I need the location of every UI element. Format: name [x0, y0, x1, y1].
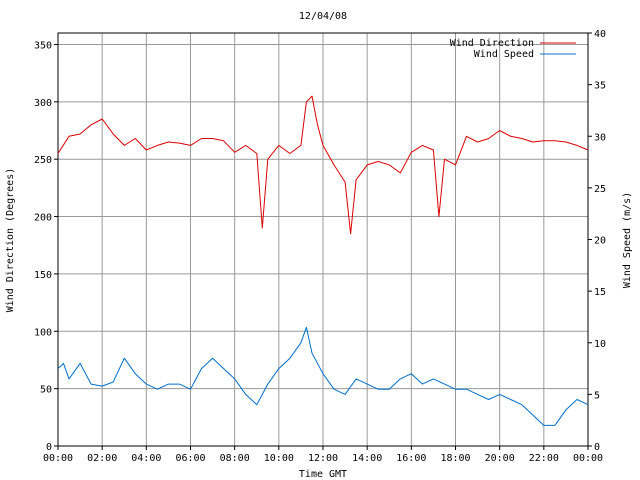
- legend: Wind Direction Wind Speed: [450, 38, 576, 60]
- x-tick-label: 06:00: [175, 453, 205, 464]
- y-axis-right-label: Wind Speed (m/s): [622, 192, 633, 288]
- series-line-wind-direction: [57, 95, 589, 235]
- y-right-tick-label: 15: [594, 287, 606, 298]
- y-left-tick-label: 350: [34, 40, 52, 51]
- x-tick-label: 02:00: [87, 453, 117, 464]
- y-right-tick-label: 20: [594, 236, 606, 247]
- chart-title: 12/04/08: [299, 11, 347, 22]
- x-tick-label: 20:00: [485, 453, 515, 464]
- x-tick-label: 00:00: [573, 453, 603, 464]
- x-tick-label: 16:00: [396, 453, 426, 464]
- x-tick-label: 08:00: [220, 453, 250, 464]
- grid-lines: [58, 33, 588, 446]
- y-axis-left-label: Wind Direction (Degrees): [5, 168, 16, 313]
- series-layer: [57, 95, 589, 426]
- y-left-tick-label: 100: [34, 327, 52, 338]
- y-left-tick-label: 150: [34, 270, 52, 281]
- x-tick-label: 12:00: [308, 453, 338, 464]
- y-right-tick-label: 10: [594, 339, 606, 350]
- y-right-tick-label: 25: [594, 184, 606, 195]
- y-right-tick-label: 30: [594, 132, 606, 143]
- x-tick-label: 14:00: [352, 453, 382, 464]
- y-right-tick-label: 5: [594, 390, 600, 401]
- y-right-tick-label: 40: [594, 29, 606, 40]
- y-right-tick-label: 35: [594, 81, 606, 92]
- x-tick-label: 22:00: [529, 453, 559, 464]
- x-tick-label: 04:00: [131, 453, 161, 464]
- axis-ticks: 0 50 100 150 200 250 300 350 0 5 10 15 20 25 30 35 40 00:…: [34, 29, 606, 464]
- y-left-tick-label: 0: [46, 442, 52, 453]
- series-line-wind-speed: [57, 326, 589, 426]
- y-left-tick-label: 250: [34, 155, 52, 166]
- legend-label-wind-speed: Wind Speed: [474, 49, 534, 60]
- y-left-tick-label: 200: [34, 213, 52, 224]
- y-left-tick-label: 300: [34, 98, 52, 109]
- y-left-tick-label: 50: [40, 385, 52, 396]
- x-axis-label: Time GMT: [299, 469, 347, 480]
- x-tick-label: 18:00: [440, 453, 470, 464]
- y-right-tick-label: 0: [594, 442, 600, 453]
- legend-label-wind-direction: Wind Direction: [450, 38, 534, 49]
- x-tick-label: 00:00: [43, 453, 73, 464]
- x-tick-label: 10:00: [264, 453, 294, 464]
